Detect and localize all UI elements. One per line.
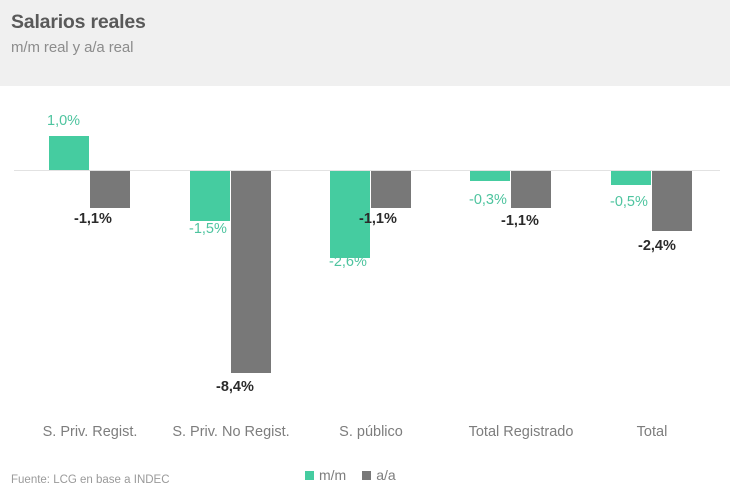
bar-aa-s-publico[interactable] xyxy=(371,171,411,208)
bar-mm-s-publico[interactable] xyxy=(330,171,370,258)
value-label-aa-s-priv-no-regist: -8,4% xyxy=(216,379,254,395)
bar-group-s-publico: -2,6% -1,1% xyxy=(329,86,411,420)
value-label-aa-total: -2,4% xyxy=(638,238,676,254)
bar-mm-total[interactable] xyxy=(611,171,651,185)
category-label-total: Total xyxy=(636,424,668,440)
legend-entry-aa[interactable]: a/a xyxy=(362,467,396,483)
bar-group-s-priv-no-regist: -1,5% -8,4% xyxy=(189,86,271,420)
chart-legend: m/m a/a xyxy=(305,467,396,483)
zero-axis-line xyxy=(14,170,720,171)
category-label-s-priv-no-regist: S. Priv. No Regist. xyxy=(172,424,290,440)
value-label-aa-s-publico: -1,1% xyxy=(359,211,397,227)
category-label-s-publico: S. público xyxy=(339,424,403,440)
bar-group-total-registrado: -0,3% -1,1% xyxy=(469,86,551,420)
value-label-mm-s-publico: -2,6% xyxy=(329,254,367,270)
value-label-mm-s-priv-regist: 1,0% xyxy=(47,113,81,129)
value-label-mm-total-registrado: -0,3% xyxy=(469,192,507,208)
bar-aa-total-registrado[interactable] xyxy=(511,171,551,208)
value-label-mm-total: -0,5% xyxy=(610,194,648,210)
category-label-total-registrado: Total Registrado xyxy=(468,424,574,440)
legend-label-aa: a/a xyxy=(376,467,396,483)
category-axis: S. Priv. Regist. S. Priv. No Regist. S. … xyxy=(0,424,730,450)
value-label-aa-s-priv-regist: -1,1% xyxy=(74,211,112,227)
bar-group-s-priv-regist: 1,0% -1,1% xyxy=(47,86,130,420)
chart-header: Salarios reales m/m real y a/a real xyxy=(0,0,730,86)
bar-mm-total-registrado[interactable] xyxy=(470,171,510,181)
bar-aa-total[interactable] xyxy=(652,171,692,231)
legend-swatch-aa-icon xyxy=(362,470,372,480)
legend-label-mm: m/m xyxy=(319,467,347,483)
chart-title: Salarios reales xyxy=(11,11,146,33)
value-label-aa-total-registrado: -1,1% xyxy=(501,213,539,229)
chart-subtitle: m/m real y a/a real xyxy=(11,39,134,56)
value-label-mm-s-priv-no-regist: -1,5% xyxy=(189,221,227,237)
source-note: Fuente: LCG en base a INDEC xyxy=(11,474,170,486)
category-label-s-priv-regist: S. Priv. Regist. xyxy=(42,424,138,440)
chart-footer: Fuente: LCG en base a INDEC m/m a/a xyxy=(0,460,730,503)
plot-area: 1,0% -1,1% -1,5% -8,4% -2,6% -1,1% -0,3%… xyxy=(0,86,730,420)
legend-entry-mm[interactable]: m/m xyxy=(305,467,346,483)
bar-aa-s-priv-regist[interactable] xyxy=(90,171,130,208)
bar-mm-s-priv-regist[interactable] xyxy=(49,136,89,170)
bar-group-total: -0,5% -2,4% xyxy=(610,86,692,420)
legend-swatch-mm-icon xyxy=(305,470,314,480)
bar-mm-s-priv-no-regist[interactable] xyxy=(190,171,230,221)
bar-aa-s-priv-no-regist[interactable] xyxy=(231,171,271,373)
